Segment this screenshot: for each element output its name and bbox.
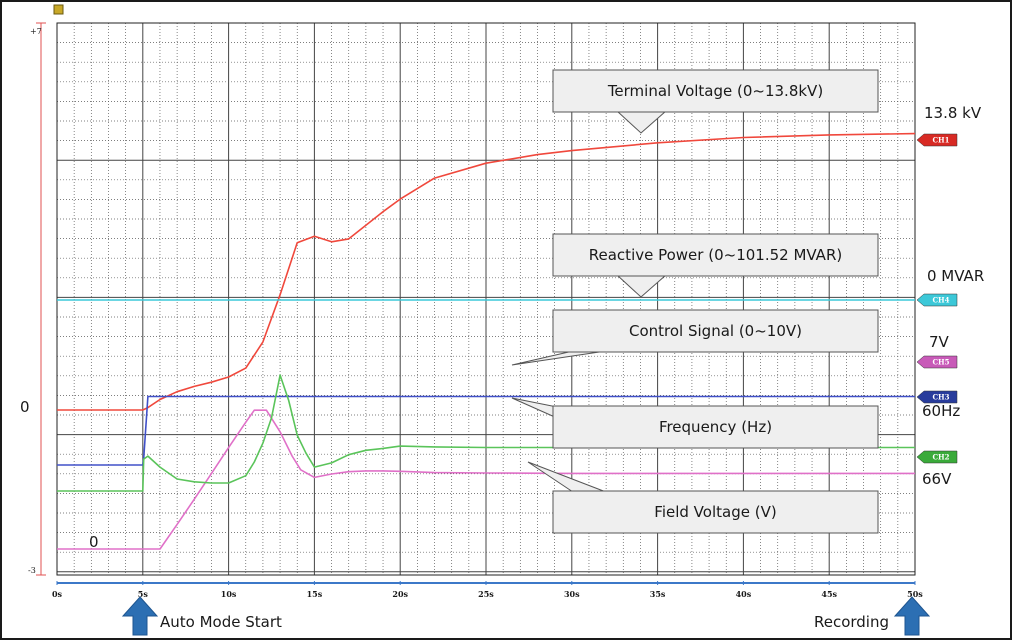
x-tick-label: 40s bbox=[736, 589, 752, 599]
channel-tag-shape bbox=[916, 355, 958, 369]
callout-pointer bbox=[527, 461, 607, 493]
callout-box bbox=[552, 309, 879, 353]
channel-tag-ch5: CH5 bbox=[916, 355, 958, 369]
callout-label: Field Voltage (V) bbox=[654, 503, 776, 521]
callout-frequency: Frequency (Hz) bbox=[511, 397, 879, 449]
end-label-ch3: 60Hz bbox=[922, 402, 960, 420]
recording-label: Recording bbox=[814, 613, 889, 631]
series-line-ch1 bbox=[57, 132, 916, 411]
x-tick-label: 35s bbox=[650, 589, 666, 599]
settings-icon bbox=[53, 4, 64, 15]
callout-pointer bbox=[511, 350, 607, 366]
channel-tag-label: CH5 bbox=[932, 358, 949, 367]
channel-tag-label: CH3 bbox=[932, 393, 949, 402]
x-tick-label: 0s bbox=[52, 589, 63, 599]
series-line-ch2 bbox=[57, 374, 915, 492]
channel-tag-shape bbox=[916, 293, 958, 307]
channel-tag-label: CH1 bbox=[932, 136, 949, 145]
callout-reactive-power: Reactive Power (0~101.52 MVAR) bbox=[552, 233, 879, 298]
callout-label: Reactive Power (0~101.52 MVAR) bbox=[589, 246, 842, 264]
auto-mode-start-arrow-icon bbox=[121, 596, 159, 636]
callout-box bbox=[552, 490, 879, 534]
end-label-ch4: 0 MVAR bbox=[927, 267, 984, 285]
series-line-ch3 bbox=[57, 395, 915, 466]
zero-label-left: 0 bbox=[20, 398, 30, 416]
callout-label: Control Signal (0~10V) bbox=[629, 322, 802, 340]
channel-tag-ch3: CH3 bbox=[916, 390, 958, 404]
callout-label: Terminal Voltage (0~13.8kV) bbox=[607, 82, 823, 100]
channel-tag-ch2: CH2 bbox=[916, 450, 958, 464]
callout-pointer bbox=[616, 274, 667, 298]
channel-tag-shape bbox=[916, 133, 958, 147]
callout-control-signal: Control Signal (0~10V) bbox=[511, 309, 879, 366]
y-tick-bottom: -3 bbox=[28, 566, 36, 575]
channel-tag-label: CH2 bbox=[932, 453, 949, 462]
y-tick-top: +7 bbox=[30, 27, 42, 36]
series-line-ch5 bbox=[57, 409, 915, 550]
callout-box bbox=[552, 405, 879, 449]
callout-pointer bbox=[511, 397, 558, 419]
x-tick-label: 10s bbox=[221, 589, 237, 599]
x-tick-label: 15s bbox=[307, 589, 323, 599]
callout-box bbox=[552, 69, 879, 113]
x-tick-label: 20s bbox=[392, 589, 408, 599]
callout-box bbox=[552, 233, 879, 277]
x-tick-label: 5s bbox=[138, 589, 149, 599]
channel-tag-ch4: CH4 bbox=[916, 293, 958, 307]
callout-field-voltage: Field Voltage (V) bbox=[527, 461, 879, 534]
callout-label: Frequency (Hz) bbox=[659, 418, 772, 436]
x-tick-label: 50s bbox=[907, 589, 923, 599]
end-label-ch2: 66V bbox=[922, 470, 952, 488]
x-tick-label: 25s bbox=[478, 589, 494, 599]
channel-tag-shape bbox=[916, 390, 958, 404]
callout-pointer bbox=[616, 110, 667, 134]
recording-arrow-icon bbox=[893, 596, 931, 636]
plot-border bbox=[56, 22, 916, 576]
x-tick-label: 45s bbox=[821, 589, 837, 599]
zero-label-inner: 0 bbox=[89, 533, 99, 551]
channel-tag-ch1: CH1 bbox=[916, 133, 958, 147]
end-label-ch5: 7V bbox=[929, 333, 950, 351]
x-tick-label: 30s bbox=[564, 589, 580, 599]
auto-mode-start-label: Auto Mode Start bbox=[160, 613, 282, 631]
channel-tag-shape bbox=[916, 450, 958, 464]
end-label-ch1: 13.8 kV bbox=[924, 104, 982, 122]
callout-terminal-voltage: Terminal Voltage (0~13.8kV) bbox=[552, 69, 879, 134]
channel-tag-label: CH4 bbox=[932, 296, 949, 305]
